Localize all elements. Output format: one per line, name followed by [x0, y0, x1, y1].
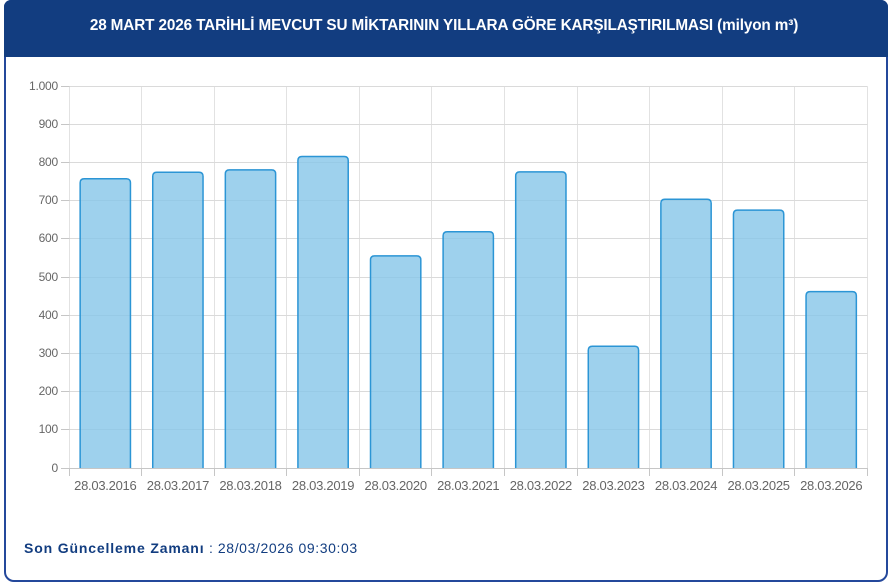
svg-text:28.03.2019: 28.03.2019	[292, 478, 354, 493]
svg-text:800: 800	[39, 155, 59, 169]
svg-text:28.03.2026: 28.03.2026	[800, 478, 862, 493]
svg-text:28.03.2016: 28.03.2016	[74, 478, 136, 493]
svg-text:28.03.2025: 28.03.2025	[727, 478, 789, 493]
svg-text:300: 300	[39, 346, 59, 360]
svg-text:28.03.2023: 28.03.2023	[582, 478, 644, 493]
svg-text:28.03.2021: 28.03.2021	[437, 478, 499, 493]
svg-text:600: 600	[39, 231, 59, 245]
svg-text:28.03.2017: 28.03.2017	[147, 478, 209, 493]
svg-text:28.03.2024: 28.03.2024	[655, 478, 717, 493]
svg-text:28.03.2018: 28.03.2018	[219, 478, 281, 493]
svg-text:28.03.2020: 28.03.2020	[365, 478, 427, 493]
svg-text:28.03.2022: 28.03.2022	[510, 478, 572, 493]
svg-text:1.000: 1.000	[29, 79, 59, 93]
svg-text:500: 500	[39, 270, 59, 284]
svg-text:900: 900	[39, 117, 59, 131]
svg-text:100: 100	[39, 422, 59, 436]
svg-text:700: 700	[39, 193, 59, 207]
svg-text:200: 200	[39, 384, 59, 398]
svg-text:400: 400	[39, 308, 59, 322]
svg-text:0: 0	[52, 461, 59, 475]
